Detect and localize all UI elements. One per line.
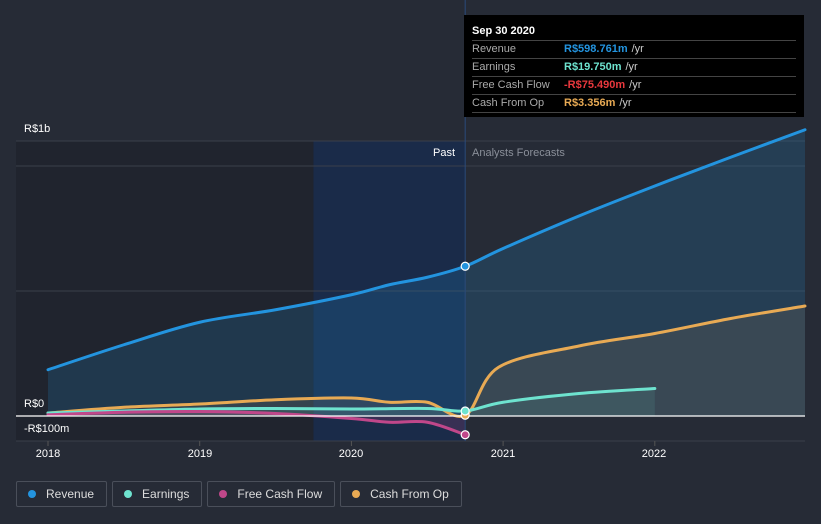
x-tick-label-2019: 2019 <box>187 448 213 460</box>
hover-markers <box>460 261 470 440</box>
x-ticks <box>47 441 656 446</box>
legend: Revenue Earnings Free Cash Flow Cash Fro… <box>16 481 462 507</box>
x-tick-label-2018: 2018 <box>35 448 61 460</box>
revenue-marker <box>460 261 470 271</box>
legend-label: Free Cash Flow <box>237 487 323 501</box>
legend-item-free-cash-flow[interactable]: Free Cash Flow <box>207 481 336 507</box>
x-tick-label-2022: 2022 <box>641 448 667 460</box>
legend-item-revenue[interactable]: Revenue <box>16 481 108 507</box>
tooltip-value: -R$75.490m <box>564 79 626 91</box>
tooltip-row-cash-from-op: Cash From Op R$3.356m /yr <box>472 95 796 113</box>
tooltip-unit: /yr <box>625 61 638 73</box>
legend-label: Revenue <box>46 487 95 501</box>
tooltip-unit: /yr <box>631 43 644 55</box>
cash-from-op-line <box>46 304 807 418</box>
revenue-line <box>46 128 807 372</box>
tooltip-label: Earnings <box>472 61 516 73</box>
cash-from-op-dot-icon <box>352 490 361 498</box>
free-cash-flow-dot-icon <box>219 490 228 498</box>
legend-item-cash-from-op[interactable]: Cash From Op <box>340 481 462 507</box>
free-cash-flow-marker <box>460 430 470 440</box>
y-tick-label-1b: R$1b <box>24 123 51 135</box>
legend-item-earnings[interactable]: Earnings <box>112 481 203 507</box>
cash-from-op-area <box>48 306 805 417</box>
earnings-marker <box>460 406 470 416</box>
forecast-label: Analysts Forecasts <box>472 147 565 159</box>
free-cash-flow-area <box>48 411 466 435</box>
tooltip-row-revenue: Revenue R$598.761m /yr <box>472 41 796 59</box>
tooltip-date: Sep 30 2020 <box>472 23 796 41</box>
tooltip-label: Free Cash Flow <box>472 79 550 91</box>
tooltip: Sep 30 2020 Revenue R$598.761m /yr Earni… <box>464 15 804 117</box>
y-tick-label-neg100m: -R$100m <box>24 423 70 435</box>
tooltip-row-free-cash-flow: Free Cash Flow -R$75.490m /yr <box>472 77 796 95</box>
revenue-dot-icon <box>28 490 36 498</box>
series-lines <box>46 128 807 437</box>
tooltip-unit: /yr <box>629 79 642 91</box>
tooltip-value: R$598.761m <box>564 43 628 55</box>
tooltip-value: R$3.356m <box>564 97 616 109</box>
y-tick-label-0: R$0 <box>24 398 45 410</box>
x-tick-label-2020: 2020 <box>338 448 364 460</box>
gridlines <box>16 140 805 442</box>
legend-label: Cash From Op <box>370 487 449 501</box>
free-cash-flow-line <box>46 409 467 437</box>
earnings-line <box>46 387 657 415</box>
tooltip-label: Cash From Op <box>472 97 545 109</box>
legend-label: Earnings <box>142 487 190 501</box>
past-label: Past <box>433 147 456 159</box>
tooltip-unit: /yr <box>619 97 632 109</box>
x-tick-label-2021: 2021 <box>490 448 516 460</box>
tooltip-label: Revenue <box>472 43 517 55</box>
earnings-dot-icon <box>124 490 133 498</box>
tooltip-value: R$19.750m <box>564 61 622 73</box>
tooltip-row-earnings: Earnings R$19.750m /yr <box>472 59 796 77</box>
